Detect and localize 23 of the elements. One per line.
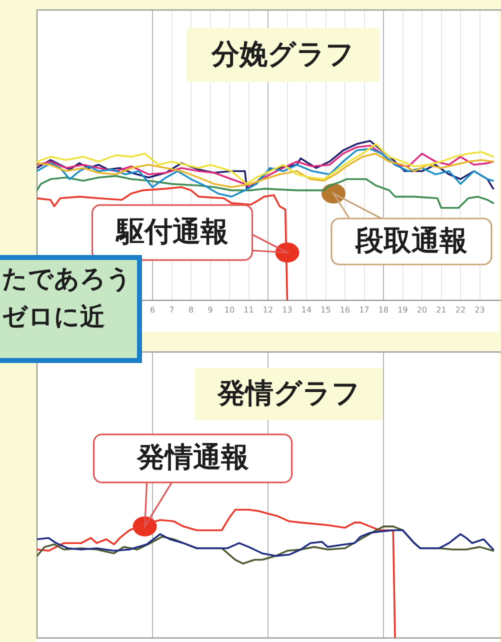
chart-title: 分娩グラフ: [210, 37, 354, 70]
x-tick-label: 16: [340, 305, 350, 314]
x-tick-label: 10: [224, 305, 235, 314]
x-tick-label: 12: [262, 305, 274, 314]
x-tick-label: 22: [455, 305, 466, 314]
x-tick-label: 23: [474, 305, 485, 314]
x-tick-label: 8: [188, 305, 194, 314]
x-tick-label: 13: [282, 305, 292, 314]
x-tick-label: 18: [378, 305, 389, 314]
annotation: 駆付通報: [114, 214, 228, 248]
x-tick-label: 9: [208, 305, 213, 314]
x-tick-label: 11: [244, 305, 254, 314]
x-tick-label: 17: [359, 305, 370, 314]
x-tick-label: 21: [436, 305, 446, 314]
annotation: 発情通報: [136, 440, 249, 474]
annotation: 段取通報: [354, 224, 468, 257]
x-tick-label: 7: [169, 305, 174, 314]
x-tick-label: 14: [301, 305, 312, 314]
x-tick-label: 6: [150, 305, 156, 314]
x-tick-label: 19: [398, 305, 408, 314]
chart-title: 発情グラフ: [216, 376, 360, 410]
x-tick-label: 15: [320, 305, 331, 314]
x-tick-label: 20: [416, 305, 428, 314]
